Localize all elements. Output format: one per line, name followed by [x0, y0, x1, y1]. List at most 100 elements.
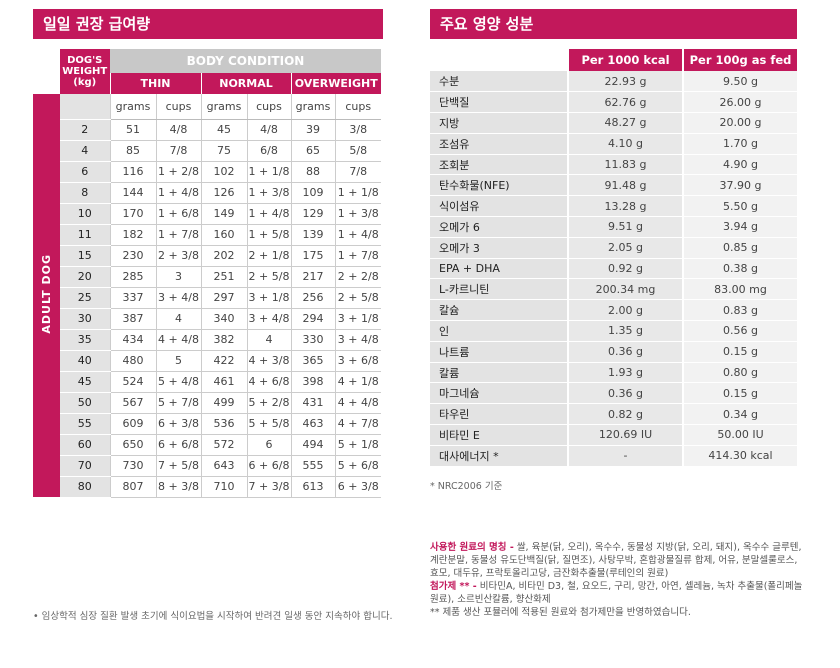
cell-weight: 25	[60, 287, 110, 309]
nutrient-name: L-카르니틴	[430, 278, 568, 301]
category-overweight: OVERWEIGHT	[290, 73, 381, 94]
cell-overweight-grams: 129	[290, 203, 335, 225]
additives-text: 비타민A, 비타민 D3, 철, 요오드, 구리, 망간, 아연, 셀레늄, 녹…	[430, 581, 803, 605]
cell-overweight-cups: 3 + 4/8	[334, 329, 381, 351]
cell-thin-grams: 650	[109, 434, 156, 456]
nutrient-name: 지방	[430, 112, 568, 134]
feeding-row: 45 524 5 + 4/8 461 4 + 6/8 398 4 + 1/8	[33, 371, 381, 393]
per-100g-value: 5.50 g	[682, 195, 797, 218]
nutrient-name: 칼륨	[430, 362, 568, 384]
cell-weight: 4	[60, 140, 110, 162]
nutrition-row: 식이섬유 13.28 g 5.50 g	[430, 195, 797, 218]
nutrition-row: 조회분 11.83 g 4.90 g	[430, 154, 797, 176]
cell-thin-cups: 1 + 6/8	[155, 203, 201, 225]
cell-normal-grams: 149	[200, 203, 247, 225]
cell-normal-grams: 572	[200, 434, 247, 456]
nutrition-row: EPA + DHA 0.92 g 0.38 g	[430, 258, 797, 280]
cell-overweight-cups: 4 + 7/8	[334, 413, 381, 435]
feeding-row: 50 567 5 + 7/8 499 5 + 2/8 431 4 + 4/8	[33, 392, 381, 414]
nutrition-row: 단백질 62.76 g 26.00 g	[430, 91, 797, 114]
cell-thin-grams: 807	[109, 476, 156, 498]
cell-thin-grams: 285	[109, 266, 156, 288]
cell-normal-grams: 251	[200, 266, 247, 288]
cell-normal-grams: 160	[200, 224, 247, 246]
cell-normal-cups: 3 + 1/8	[246, 287, 291, 309]
nutrient-name: 타우린	[430, 403, 568, 426]
cell-weight: 45	[60, 371, 110, 393]
cell-overweight-cups: 2 + 2/8	[334, 266, 381, 288]
adult-dog-side-label: ADULT DOG	[33, 94, 60, 497]
cell-thin-cups: 6 + 3/8	[155, 413, 201, 435]
cell-thin-grams: 730	[109, 455, 156, 477]
per-100g-value: 0.15 g	[682, 341, 797, 363]
cell-thin-cups: 7/8	[155, 140, 201, 162]
cell-thin-cups: 4/8	[155, 119, 201, 141]
category-normal: NORMAL	[200, 73, 291, 94]
per-1000kcal-value: 22.93 g	[567, 71, 683, 93]
cell-weight: 35	[60, 329, 110, 351]
nutrition-row: 나트륨 0.36 g 0.15 g	[430, 341, 797, 363]
feeding-row: 6 116 1 + 2/8 102 1 + 1/8 88 7/8	[33, 161, 381, 183]
cell-thin-grams: 51	[109, 119, 156, 141]
cell-weight: 6	[60, 161, 110, 183]
per-1000kcal-value: 2.00 g	[567, 299, 683, 322]
cell-overweight-grams: 88	[290, 161, 335, 183]
cell-overweight-cups: 6 + 3/8	[334, 476, 381, 498]
feeding-row: 25 337 3 + 4/8 297 3 + 1/8 256 2 + 5/8	[33, 287, 381, 309]
nutrient-name: 단백질	[430, 91, 568, 114]
cell-overweight-grams: 555	[290, 455, 335, 477]
cell-weight: 10	[60, 203, 110, 225]
nutrition-row: 타우린 0.82 g 0.34 g	[430, 403, 797, 426]
cell-thin-grams: 85	[109, 140, 156, 162]
cell-thin-grams: 230	[109, 245, 156, 267]
cell-normal-cups: 3 + 4/8	[246, 308, 291, 330]
per-1000kcal-header: Per 1000 kcal	[567, 49, 683, 71]
nutrient-name: 인	[430, 320, 568, 342]
unit-grams-normal: grams	[200, 94, 247, 120]
feeding-footnote: • 임상학적 심장 질환 발생 초기에 식이요법을 시작하여 반려견 일생 동안…	[33, 611, 393, 622]
cell-overweight-cups: 1 + 7/8	[334, 245, 381, 267]
cell-overweight-grams: 175	[290, 245, 335, 267]
corner-blank	[33, 49, 60, 73]
per-100g-value: 1.70 g	[682, 133, 797, 155]
cell-weight: 8	[60, 182, 110, 204]
nrc-footnote: * NRC2006 기준	[430, 481, 503, 492]
cell-thin-cups: 5 + 7/8	[155, 392, 201, 414]
cell-thin-cups: 3 + 4/8	[155, 287, 201, 309]
feeding-section-title: 일일 권장 급여량	[33, 9, 383, 39]
nutrient-name: 나트륨	[430, 341, 568, 363]
unit-cups-overweight: cups	[334, 94, 381, 120]
cell-overweight-cups: 5 + 6/8	[334, 455, 381, 477]
cell-overweight-grams: 494	[290, 434, 335, 456]
cell-weight: 55	[60, 413, 110, 435]
cell-normal-grams: 643	[200, 455, 247, 477]
cell-normal-grams: 297	[200, 287, 247, 309]
nutrition-row: 칼륨 1.93 g 0.80 g	[430, 362, 797, 384]
unit-cups-normal: cups	[246, 94, 291, 120]
cell-overweight-cups: 7/8	[334, 161, 381, 183]
per-100g-value: 0.34 g	[682, 403, 797, 426]
cell-thin-cups: 1 + 2/8	[155, 161, 201, 183]
unit-grams-thin: grams	[109, 94, 156, 120]
cell-overweight-grams: 431	[290, 392, 335, 414]
per-100g-value: 20.00 g	[682, 112, 797, 134]
cell-overweight-grams: 365	[290, 350, 335, 372]
cell-overweight-cups: 3 + 1/8	[334, 308, 381, 330]
per-1000kcal-value: 4.10 g	[567, 133, 683, 155]
feeding-row: 8 144 1 + 4/8 126 1 + 3/8 109 1 + 1/8	[33, 182, 381, 204]
feeding-row: 70 730 7 + 5/8 643 6 + 6/8 555 5 + 6/8	[33, 455, 381, 477]
ingredients-note: ** 제품 생산 포뮬러에 적용된 원료와 첨가제만을 반영하였습니다.	[430, 607, 691, 618]
feeding-row: 20 285 3 251 2 + 5/8 217 2 + 2/8	[33, 266, 381, 288]
nutrition-section-title: 주요 영양 성분	[430, 9, 797, 39]
cell-normal-cups: 1 + 1/8	[246, 161, 291, 183]
cell-normal-cups: 1 + 3/8	[246, 182, 291, 204]
feeding-row: 30 387 4 340 3 + 4/8 294 3 + 1/8	[33, 308, 381, 330]
feeding-row: 4 85 7/8 75 6/8 65 5/8	[33, 140, 381, 162]
per-100g-value: 37.90 g	[682, 174, 797, 197]
per-100g-value: 50.00 IU	[682, 424, 797, 446]
per-1000kcal-value: 1.35 g	[567, 320, 683, 342]
cell-normal-cups: 4 + 6/8	[246, 371, 291, 393]
nutrition-row: 비타민 E 120.69 IU 50.00 IU	[430, 424, 797, 446]
cell-overweight-grams: 139	[290, 224, 335, 246]
cell-thin-grams: 567	[109, 392, 156, 414]
